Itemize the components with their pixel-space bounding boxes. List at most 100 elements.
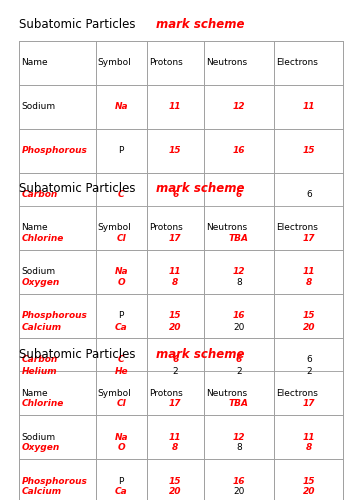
Text: 15: 15 — [169, 476, 182, 486]
Text: Na: Na — [114, 102, 128, 112]
Text: Subatomic Particles: Subatomic Particles — [19, 18, 140, 30]
Text: P: P — [119, 312, 124, 320]
Bar — [147, 338, 204, 382]
Text: P: P — [119, 146, 124, 156]
Bar — [19, 459, 96, 500]
Text: Na: Na — [114, 268, 128, 276]
Text: Phosphorous: Phosphorous — [22, 312, 87, 320]
Bar — [147, 305, 204, 349]
Bar — [204, 470, 274, 500]
Text: Protons: Protons — [149, 388, 183, 398]
Bar — [274, 41, 343, 85]
Bar — [96, 217, 147, 261]
Text: 8: 8 — [236, 444, 242, 452]
Bar — [19, 338, 96, 382]
Text: 6: 6 — [306, 356, 312, 364]
Bar — [204, 129, 274, 173]
Text: 15: 15 — [169, 146, 182, 156]
Text: Symbol: Symbol — [98, 224, 131, 232]
Text: 16: 16 — [233, 476, 245, 486]
Bar — [274, 261, 343, 305]
Bar — [19, 217, 96, 261]
Text: 20: 20 — [303, 322, 315, 332]
Bar — [274, 305, 343, 349]
Text: Symbol: Symbol — [98, 388, 131, 398]
Text: Oxygen: Oxygen — [22, 278, 60, 287]
Bar — [19, 371, 96, 415]
Text: 8: 8 — [236, 278, 242, 287]
Text: 12: 12 — [233, 268, 245, 276]
Bar — [19, 41, 96, 85]
Text: C: C — [118, 190, 125, 200]
Bar — [19, 382, 96, 426]
Bar — [19, 305, 96, 349]
Bar — [147, 382, 204, 426]
Text: 15: 15 — [303, 312, 315, 320]
Bar — [96, 305, 147, 349]
Text: Electrons: Electrons — [276, 58, 318, 68]
Bar — [147, 41, 204, 85]
Bar — [274, 338, 343, 382]
Text: 20: 20 — [233, 488, 245, 496]
Bar — [204, 349, 274, 393]
Bar — [96, 415, 147, 459]
Text: Subatomic Particles: Subatomic Particles — [19, 182, 140, 196]
Text: TBA: TBA — [229, 234, 249, 244]
Text: Calcium: Calcium — [22, 322, 62, 332]
Text: He: He — [114, 366, 128, 376]
Bar — [96, 294, 147, 338]
Text: Chlorine: Chlorine — [22, 400, 64, 408]
Bar — [19, 85, 96, 129]
Bar — [19, 41, 343, 393]
Text: 6: 6 — [236, 190, 242, 200]
Bar — [204, 415, 274, 459]
Text: 6: 6 — [172, 356, 178, 364]
Bar — [274, 173, 343, 217]
Text: 6: 6 — [172, 190, 178, 200]
Bar — [204, 173, 274, 217]
Text: Phosphorous: Phosphorous — [22, 146, 87, 156]
Text: 11: 11 — [303, 268, 315, 276]
Bar — [274, 426, 343, 470]
Bar — [147, 426, 204, 470]
Bar — [204, 41, 274, 85]
Bar — [19, 470, 96, 500]
Text: O: O — [118, 278, 125, 287]
Text: O: O — [118, 444, 125, 452]
Bar — [204, 85, 274, 129]
Bar — [96, 261, 147, 305]
Bar — [204, 250, 274, 294]
Bar — [147, 349, 204, 393]
Text: Phosphorous: Phosphorous — [22, 476, 87, 486]
Text: 11: 11 — [169, 268, 182, 276]
Bar — [96, 470, 147, 500]
Bar — [147, 294, 204, 338]
Bar — [204, 459, 274, 500]
Bar — [274, 470, 343, 500]
Text: Electrons: Electrons — [276, 224, 318, 232]
Bar — [147, 85, 204, 129]
Text: Na: Na — [114, 432, 128, 442]
Text: 20: 20 — [303, 488, 315, 496]
Text: Name: Name — [22, 58, 48, 68]
Bar — [147, 459, 204, 500]
Bar — [147, 250, 204, 294]
Bar — [96, 459, 147, 500]
Bar — [96, 371, 147, 415]
Text: 8: 8 — [306, 444, 312, 452]
Bar — [204, 305, 274, 349]
Text: Name: Name — [22, 224, 48, 232]
Text: mark scheme: mark scheme — [156, 18, 244, 30]
Bar — [96, 250, 147, 294]
Bar — [274, 382, 343, 426]
Bar — [96, 206, 147, 250]
Text: Sodium: Sodium — [22, 268, 56, 276]
Text: 11: 11 — [169, 432, 182, 442]
Bar — [19, 206, 96, 250]
Bar — [204, 206, 274, 250]
Bar — [204, 294, 274, 338]
Bar — [96, 129, 147, 173]
Text: 11: 11 — [303, 102, 315, 112]
Text: 2: 2 — [236, 366, 242, 376]
Text: mark scheme: mark scheme — [156, 348, 244, 360]
